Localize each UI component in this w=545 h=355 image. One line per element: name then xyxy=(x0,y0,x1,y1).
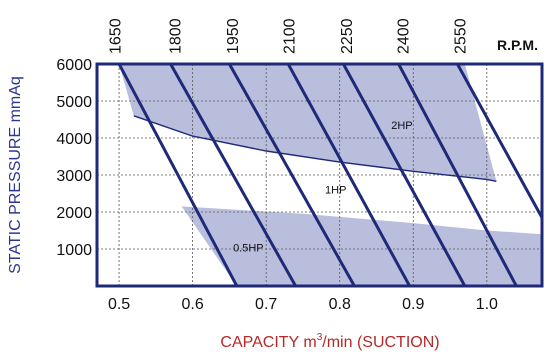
shaded-region-1 xyxy=(119,64,497,182)
rpm-tick-labels: 1650 1800 1950 2100 2250 2400 2550 xyxy=(107,18,469,54)
x-tick-label: 0.7 xyxy=(255,296,277,313)
annotation-2hp: 2HP xyxy=(391,120,412,132)
rpm-curves xyxy=(117,64,542,286)
x-tick-label: 0.5 xyxy=(108,296,130,313)
x-tick-label: 0.9 xyxy=(402,296,424,313)
x-axis-title-rest: /min (SUCTION) xyxy=(322,334,439,351)
rpm-tick-label: 2400 xyxy=(396,18,413,54)
shaded-regions xyxy=(119,64,542,286)
x-axis-title-main: CAPACITY m xyxy=(220,334,316,351)
rpm-unit-label: R.P.M. xyxy=(497,37,538,53)
rpm-line-2550 xyxy=(455,64,542,220)
y-tick-label: 2000 xyxy=(56,205,92,222)
y-tick-label: 5000 xyxy=(56,94,92,111)
x-tick-labels: 0.5 0.6 0.7 0.8 0.9 1.0 xyxy=(108,296,498,313)
rpm-tick-label: 2100 xyxy=(282,18,299,54)
y-tick-labels: 1000 2000 3000 4000 5000 6000 xyxy=(56,57,92,259)
grid xyxy=(97,63,542,286)
y-axis-title: STATIC PRESSURE mmAq xyxy=(7,76,24,274)
rpm-tick-label: 1800 xyxy=(168,18,185,54)
rpm-line-1650 xyxy=(117,64,239,286)
plot-frame xyxy=(95,62,544,288)
rpm-line-2100 xyxy=(286,64,412,286)
annotation-1hp: 1HP xyxy=(325,185,346,197)
rpm-tick-label: 2550 xyxy=(452,18,469,54)
rpm-line-1950 xyxy=(227,64,356,286)
rpm-tick-label: 1650 xyxy=(107,18,124,54)
x-axis-title-sup: 3 xyxy=(317,332,323,343)
rpm-tick-label: 2250 xyxy=(339,18,356,54)
annotation-0-5hp: 0.5HP xyxy=(233,243,264,255)
annotations: 2HP 1HP 0.5HP xyxy=(233,120,413,255)
x-tick-label: 1.0 xyxy=(476,296,498,313)
y-tick-label: 1000 xyxy=(56,242,92,259)
rpm-line-2400 xyxy=(397,64,518,286)
rpm-line-1800 xyxy=(169,64,298,286)
shaded-region-2 xyxy=(181,206,542,286)
x-tick-label: 0.6 xyxy=(181,296,203,313)
y-tick-label: 4000 xyxy=(56,131,92,148)
x-axis-title: CAPACITY m3/min (SUCTION) xyxy=(220,332,439,351)
power-curve-2hp xyxy=(133,115,497,182)
rpm-line-2250 xyxy=(341,64,467,286)
y-tick-label: 3000 xyxy=(56,168,92,185)
x-tick-label: 0.8 xyxy=(329,296,351,313)
power-curves xyxy=(133,115,497,182)
y-tick-label: 6000 xyxy=(56,57,92,74)
rpm-tick-label: 1950 xyxy=(225,18,242,54)
